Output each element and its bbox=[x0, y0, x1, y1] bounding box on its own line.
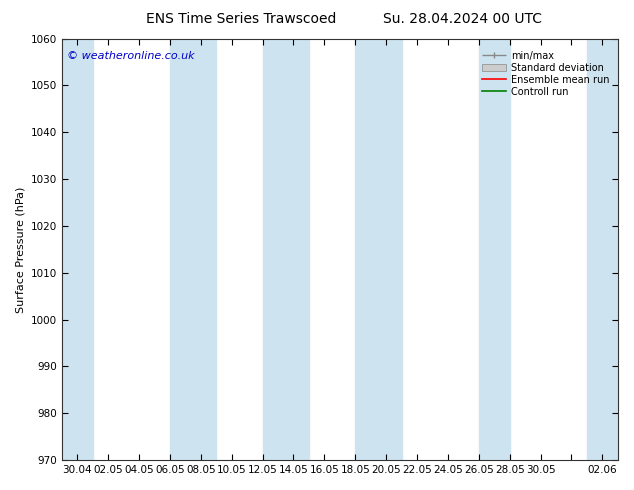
Text: Su. 28.04.2024 00 UTC: Su. 28.04.2024 00 UTC bbox=[384, 12, 542, 26]
Bar bbox=[355, 39, 401, 460]
Text: © weatheronline.co.uk: © weatheronline.co.uk bbox=[67, 51, 195, 61]
Y-axis label: Surface Pressure (hPa): Surface Pressure (hPa) bbox=[15, 186, 25, 313]
Text: ENS Time Series Trawscoed: ENS Time Series Trawscoed bbox=[146, 12, 336, 26]
Legend: min/max, Standard deviation, Ensemble mean run, Controll run: min/max, Standard deviation, Ensemble me… bbox=[481, 50, 610, 98]
Bar bbox=[587, 39, 618, 460]
Bar bbox=[262, 39, 309, 460]
Bar bbox=[479, 39, 510, 460]
Bar bbox=[170, 39, 216, 460]
Bar bbox=[61, 39, 93, 460]
